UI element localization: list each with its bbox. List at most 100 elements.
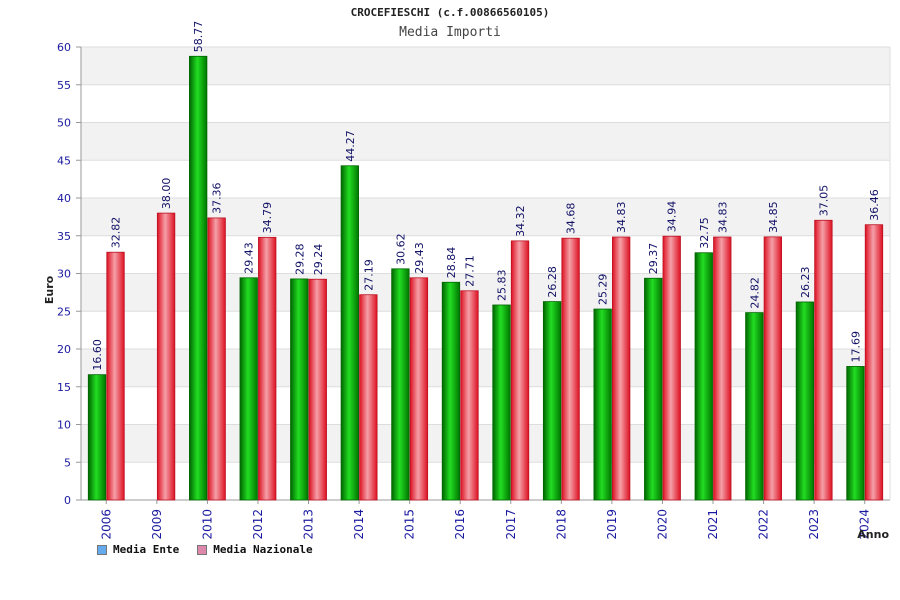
bar-media-ente [542,301,562,501]
legend-swatch-nazionale [197,544,208,555]
data-label: 37.36 [211,182,224,214]
data-label: 25.29 [597,274,610,306]
data-label: 58.77 [192,21,205,53]
bar-media-nazionale [207,217,226,501]
y-tick-label: 25 [57,305,71,318]
bar-media-nazionale [308,278,327,501]
x-tick-label: 2012 [251,509,265,540]
y-tick-label: 35 [57,230,71,243]
data-label: 37.05 [817,185,830,217]
data-label: 29.28 [293,243,306,275]
x-tick-label: 2017 [504,509,518,540]
y-tick-label: 45 [57,154,71,167]
data-label: 26.23 [799,266,812,298]
x-tick-label: 2022 [757,509,771,540]
bar-media-nazionale [662,235,681,501]
data-label: 27.71 [463,255,476,287]
y-tick-label: 40 [57,192,71,205]
data-label: 34.94 [666,201,679,233]
bar-chart: 0 5 10 15 20 25 30 35 40 45 50 55 60 2006 2009 2010 2012… [43,21,891,541]
grid-band [81,47,890,85]
bar-media-ente [694,252,713,501]
bar-media-nazionale [460,290,479,501]
bar-media-ente [340,165,359,501]
x-tick-label: 2018 [554,509,568,540]
data-label: 30.62 [394,233,407,265]
data-label: 34.68 [565,203,578,235]
x-tick-label: 2013 [302,509,316,540]
x-tick-label: 2015 [403,509,417,540]
bar-media-nazionale [359,294,378,501]
bar-media-ente [189,55,208,501]
bar-media-ente [644,277,663,501]
data-label: 34.83 [615,202,628,234]
data-label: 26.28 [546,266,559,298]
data-label: 24.82 [748,277,761,309]
x-tick-label: 2006 [99,509,113,540]
x-tick-label: 2019 [605,509,619,540]
x-axis-label: Anno [857,528,889,541]
bar-media-ente [87,374,107,501]
y-tick-label: 0 [64,494,71,507]
x-tick-label: 2021 [706,509,720,540]
y-tick-label: 15 [57,381,71,394]
x-tick-label: 2010 [200,509,214,540]
grid-band [81,122,890,161]
data-label: 44.27 [344,130,357,162]
y-axis-label: Euro [43,275,56,304]
y-tick-label: 10 [57,419,71,432]
y-tick-label: 20 [57,343,71,356]
x-tick-label: 2023 [807,509,821,540]
bar-media-nazionale [814,219,833,501]
bar-media-nazionale [156,212,176,501]
data-label: 17.69 [849,331,862,363]
bar-media-ente [846,366,865,501]
data-label: 28.84 [445,247,458,279]
bar-media-ente [239,277,258,501]
bar-media-nazionale [258,236,277,501]
x-tick-label: 2009 [150,509,164,540]
data-label: 16.60 [91,339,104,371]
bar-media-nazionale [763,236,782,501]
bar-media-nazionale [510,240,530,501]
bar-media-ente [745,312,764,501]
data-label: 34.83 [716,202,729,234]
x-tick-label: 2024 [858,509,872,540]
chart-subtitle: Media Importi [399,25,501,40]
bar-media-nazionale [612,236,631,501]
data-label: 29.43 [413,242,426,274]
y-tick-label: 60 [57,41,71,54]
data-label: 34.32 [514,205,527,237]
data-label: 38.00 [160,178,173,210]
bar-media-nazionale [106,251,125,501]
data-label: 25.83 [496,269,509,301]
data-label: 32.75 [698,217,711,249]
chart-title: CROCEFIESCHI (c.f.00866560105) [350,6,550,19]
legend-item-ente: Media Ente [97,543,179,556]
bar-media-ente [492,304,511,501]
data-label: 36.46 [868,189,881,221]
bar-media-nazionale [864,224,884,501]
legend-item-nazionale: Media Nazionale [197,543,313,556]
x-tick-label: 2016 [453,509,467,540]
bar-media-ente [441,281,461,501]
data-label: 29.37 [647,243,660,275]
bar-media-nazionale [409,277,429,501]
bar-media-ente [391,268,410,501]
x-tick-label: 2020 [655,509,669,540]
data-label: 29.24 [312,244,325,276]
y-tick-label: 5 [64,456,71,469]
y-tick-label: 55 [57,79,71,92]
bar-media-ente [795,301,815,501]
bar-media-ente [593,308,612,501]
bar-media-ente [290,278,309,501]
data-label: 34.79 [261,202,274,234]
bar-media-nazionale [713,236,732,501]
x-tick-label: 2014 [352,509,366,540]
y-tick-label: 50 [57,117,71,130]
bar-media-nazionale [561,237,580,501]
legend-label-nazionale: Media Nazionale [213,543,313,556]
legend-swatch-ente [97,544,107,555]
data-label: 34.85 [767,201,780,233]
data-label: 27.19 [362,259,375,291]
